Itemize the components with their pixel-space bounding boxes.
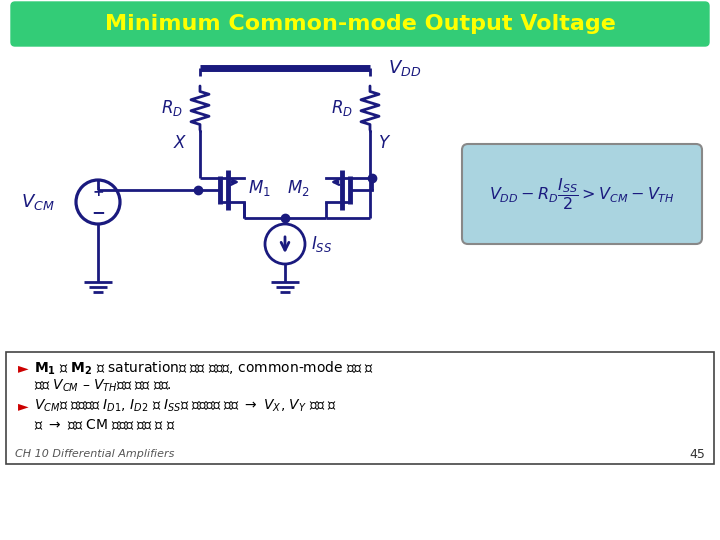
Text: CH 10 Differential Amplifiers: CH 10 Differential Amplifiers (15, 449, 174, 459)
Text: $\bf{M_1}$ 과 $\bf{M_2}$ 가 saturation에 있기 위해선, common-mode 출력 전: $\bf{M_1}$ 과 $\bf{M_2}$ 가 saturation에 있기… (34, 359, 374, 377)
Text: ►: ► (18, 399, 29, 413)
FancyBboxPatch shape (462, 144, 702, 244)
Text: $V_{CM}$이 바뀌어도 $I_{D1}$, $I_{D2}$ 및 $I_{SS}$를 변경하지 않음 $\rightarrow$ $V_X$, $V_Y$: $V_{CM}$이 바뀌어도 $I_{D1}$, $I_{D2}$ 및 $I_{… (34, 398, 337, 414)
Text: $V_{DD} - R_D \dfrac{I_{SS}}{2} > V_{CM} - V_{TH}$: $V_{DD} - R_D \dfrac{I_{SS}}{2} > V_{CM}… (489, 176, 675, 212)
Text: $V_{CM}$: $V_{CM}$ (22, 192, 55, 212)
Text: $Y$: $Y$ (378, 134, 391, 152)
FancyBboxPatch shape (6, 352, 714, 464)
Text: $R_D$: $R_D$ (331, 98, 353, 118)
Text: $M_2$: $M_2$ (287, 178, 310, 198)
FancyBboxPatch shape (11, 2, 709, 46)
Text: $R_D$: $R_D$ (161, 98, 183, 118)
Text: +: + (92, 185, 104, 199)
Text: $M_1$: $M_1$ (248, 178, 271, 198)
Text: −: − (91, 203, 105, 221)
Text: ►: ► (18, 361, 29, 375)
Text: 음 $\rightarrow$ 입력 CM 변동에 반응 안 함: 음 $\rightarrow$ 입력 CM 변동에 반응 안 함 (34, 417, 176, 433)
Text: $X$: $X$ (173, 134, 187, 152)
Text: Minimum Common-mode Output Voltage: Minimum Common-mode Output Voltage (104, 14, 616, 34)
Text: $I_{SS}$: $I_{SS}$ (311, 234, 333, 254)
Text: 45: 45 (689, 448, 705, 461)
Text: 압이 $V_{CM}$ – $V_{TH}$보다 커야 한다.: 압이 $V_{CM}$ – $V_{TH}$보다 커야 한다. (34, 378, 172, 394)
Text: $V_{DD}$: $V_{DD}$ (388, 58, 421, 78)
